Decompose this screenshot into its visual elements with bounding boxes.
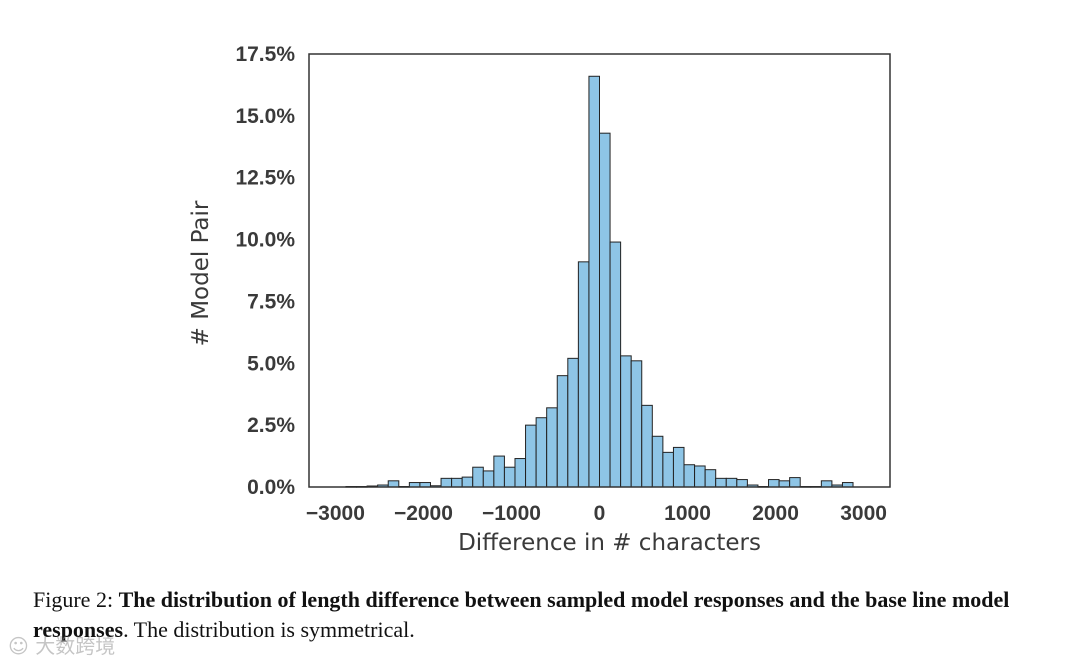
x-tick-label: 3000 <box>840 502 887 525</box>
y-axis-ticks: 0.0% 2.5% 5.0% 7.5% 10.0% 12.5% 15.0% 17.5% <box>235 43 295 499</box>
x-tick-label: −3000 <box>306 502 365 525</box>
histogram-bar <box>630 360 643 488</box>
y-tick-label: 7.5% <box>247 290 295 313</box>
histogram-bar <box>482 470 495 488</box>
caption-bold-text: The distribution of length difference be… <box>33 587 1010 642</box>
figure-caption: Figure 2: The distribution of length dif… <box>33 585 1063 645</box>
histogram-bar <box>503 466 516 488</box>
histogram-bar <box>588 75 601 488</box>
x-axis-label: Difference in # characters <box>458 530 761 556</box>
y-tick-label: 12.5% <box>235 167 295 190</box>
y-tick-label: 5.0% <box>247 352 295 375</box>
histogram-bar <box>599 132 611 488</box>
histogram-bar <box>620 355 632 488</box>
histogram-bar <box>387 480 400 488</box>
histogram-bar <box>704 469 717 488</box>
histogram-bar <box>768 479 780 488</box>
histogram-bar <box>440 477 453 488</box>
histogram-bar <box>472 466 484 488</box>
caption-prefix: Figure 2: <box>33 587 119 612</box>
x-tick-label: −1000 <box>482 502 541 525</box>
histogram-bar <box>556 375 569 488</box>
plot-frame <box>308 53 891 488</box>
y-tick-label: 10.0% <box>235 229 295 252</box>
histogram-bar <box>451 477 463 488</box>
histogram-bar <box>546 407 558 488</box>
x-tick-label: 1000 <box>664 502 711 525</box>
y-tick-label: 15.0% <box>235 105 295 128</box>
histogram-bar <box>683 464 696 488</box>
histogram-bars <box>345 75 854 488</box>
y-tick-label: 17.5% <box>235 43 295 66</box>
y-tick-label: 2.5% <box>247 414 295 437</box>
histogram-bar <box>820 480 833 488</box>
histogram-bar <box>609 241 622 488</box>
y-tick-label: 0.0% <box>247 476 295 499</box>
histogram-bar <box>778 480 791 488</box>
x-tick-label: 2000 <box>752 502 799 525</box>
histogram-bar <box>577 261 590 488</box>
histogram-bar <box>493 455 505 488</box>
caption-rest-text: . The distribution is symmetrical. <box>123 617 415 642</box>
watermark-text: 大数跨境 <box>35 634 116 658</box>
histogram-bar <box>715 477 727 488</box>
histogram-chart: −3000 −2000 −1000 0 1000 2000 3000 0.0% 2.5% 5.0… <box>188 43 891 556</box>
histogram-bar <box>672 446 685 488</box>
histogram-bar <box>662 451 674 488</box>
histogram-bar <box>725 477 738 488</box>
histogram-bar <box>461 476 474 488</box>
watermark-icon: ☺ <box>8 634 29 658</box>
histogram-bar <box>736 479 748 488</box>
histogram-bar <box>651 435 664 488</box>
histogram-bar <box>789 477 801 488</box>
histogram-bar <box>535 417 548 488</box>
histogram-bar <box>525 424 537 488</box>
y-axis-label: # Model Pair <box>188 200 214 346</box>
histogram-bar <box>567 357 579 488</box>
histogram-bar <box>694 465 706 488</box>
histogram-bar <box>514 458 527 488</box>
x-axis-ticks: −3000 −2000 −1000 0 1000 2000 3000 <box>306 502 887 525</box>
histogram-bar <box>641 404 653 488</box>
x-tick-label: −2000 <box>394 502 453 525</box>
watermark-logo: ☺ 大数跨境 <box>8 630 115 659</box>
x-tick-label: 0 <box>594 502 606 525</box>
